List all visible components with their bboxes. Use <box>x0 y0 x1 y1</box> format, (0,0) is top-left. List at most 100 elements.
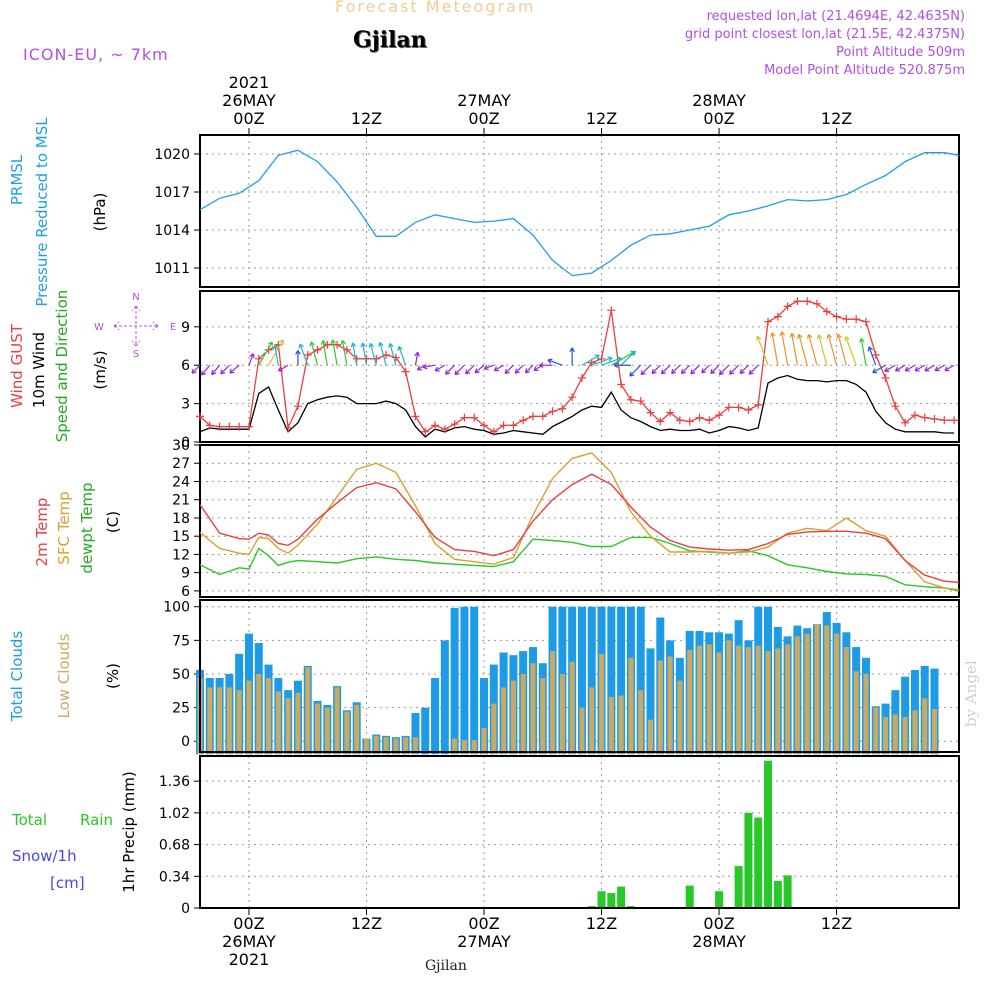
footer-location: Gjilan <box>425 958 467 974</box>
total-cloud-bar <box>646 648 655 755</box>
low-cloud-bar <box>814 624 820 755</box>
wind-arrow <box>483 364 495 371</box>
gust-marker <box>666 408 675 417</box>
temp-label-sfc: SFC Temp <box>55 491 73 564</box>
top-time-label: 2021 <box>229 73 270 92</box>
precip-legend-unit: [cm] <box>50 874 85 892</box>
gust-marker <box>519 416 528 425</box>
wind-arrow <box>465 364 475 375</box>
low-cloud-bar <box>393 738 399 755</box>
gust-marker <box>284 423 293 432</box>
wind-arrow-shaft <box>332 339 338 366</box>
wind-arrow <box>539 362 553 369</box>
wind-arrow-head <box>267 341 273 347</box>
bottom-time-label: 27MAY <box>457 932 511 951</box>
low-cloud-bar <box>256 673 262 755</box>
wind-arrow-shaft <box>620 350 636 366</box>
wind-arrow-head <box>844 336 850 342</box>
wind-arrow-head <box>779 331 786 337</box>
wind-arrow-shaft <box>494 364 504 372</box>
top-time-label: 12Z <box>351 109 382 128</box>
low-cloud-bar <box>217 687 223 755</box>
y-tick-label: 25 <box>172 701 190 717</box>
low-cloud-bar <box>373 735 379 755</box>
wind-arrow-head <box>422 363 428 370</box>
low-cloud-bar <box>559 673 565 755</box>
wind-arrow-head <box>277 366 283 372</box>
low-cloud-bar <box>873 707 879 755</box>
gust-marker <box>852 315 861 324</box>
low-cloud-bar <box>207 687 213 755</box>
wind-arrow-shaft <box>369 343 377 366</box>
wind-arrow-shaft <box>904 364 916 372</box>
y-tick-label: 1020 <box>154 147 190 163</box>
wind-arrow <box>360 342 368 366</box>
gust-marker <box>205 421 214 430</box>
gust-marker <box>323 340 332 349</box>
wind-arrow-shaft <box>591 357 613 366</box>
wind-arrow-head <box>769 332 776 338</box>
wind-arrow-shaft <box>748 364 759 375</box>
total-cloud-bar <box>607 606 616 755</box>
wind-arrow-shaft <box>781 331 789 366</box>
total-cloud-bar <box>431 678 440 755</box>
gust-marker <box>215 422 224 431</box>
wind-arrow <box>924 364 935 372</box>
total-cloud-bar <box>421 707 430 755</box>
wind-arrow-head <box>539 362 544 369</box>
gust-marker <box>901 418 910 427</box>
compass-w: W <box>94 322 104 333</box>
y-tick-label: 50 <box>172 667 190 683</box>
wind-arrow-head <box>651 368 657 375</box>
model-altitude: Model Point Altitude 520.875m <box>764 63 965 78</box>
wind-arrow <box>894 364 906 372</box>
wind-arrow-shaft <box>352 342 358 366</box>
y-tick-label: 100 <box>163 600 190 616</box>
wind-arrow-shaft <box>872 364 886 374</box>
wind-arrow-head <box>789 332 796 338</box>
gust-marker <box>558 404 567 413</box>
wind-arrow-head <box>629 371 635 377</box>
wind-arrow <box>514 364 524 374</box>
wind-arrow <box>629 364 642 377</box>
rain-bar <box>715 891 724 908</box>
low-cloud-bar <box>540 678 546 755</box>
wind-arrow-head <box>514 368 520 374</box>
top-time-label: 00Z <box>233 109 264 128</box>
panel-frame <box>199 444 960 598</box>
wind-arrow <box>756 335 769 366</box>
gust-marker <box>695 413 704 422</box>
rain-bar <box>773 880 782 908</box>
wind-arrow-shaft <box>771 332 779 366</box>
low-cloud-bar <box>275 691 281 755</box>
gust-marker <box>685 417 694 426</box>
point-altitude: Point Altitude 509m <box>836 45 965 60</box>
gust-marker <box>293 402 302 411</box>
low-cloud-bar <box>295 692 301 755</box>
gust-marker <box>881 374 890 383</box>
wind-arrow-shaft <box>191 364 201 374</box>
low-cloud-bar <box>608 696 614 755</box>
wind-label-gust: Wind GUST <box>8 323 26 408</box>
wind-arrow-head <box>320 340 327 345</box>
low-cloud-bar <box>765 651 771 755</box>
wind-arrow <box>524 364 534 374</box>
y-tick-label: 27 <box>172 456 190 472</box>
wind-arrow <box>454 364 465 376</box>
wind-arrow-shaft <box>248 353 254 366</box>
wind-arrow-shaft <box>845 336 857 366</box>
total-cloud-bar <box>480 678 489 755</box>
bottom-time-label: 12Z <box>586 914 617 933</box>
rain-bar <box>754 817 763 908</box>
gust-marker <box>754 400 763 409</box>
gust-marker <box>715 411 724 420</box>
y-tick-label: 75 <box>172 633 190 649</box>
total-cloud-bar <box>411 712 420 755</box>
wind-arrow-head <box>388 342 394 348</box>
low-cloud-bar <box>550 651 556 755</box>
precip-legend-total: Total <box>11 811 47 829</box>
panel-frame-precip <box>199 755 960 909</box>
wind-arrow <box>368 342 377 366</box>
chart-title: Forecast Meteogram <box>335 0 536 16</box>
